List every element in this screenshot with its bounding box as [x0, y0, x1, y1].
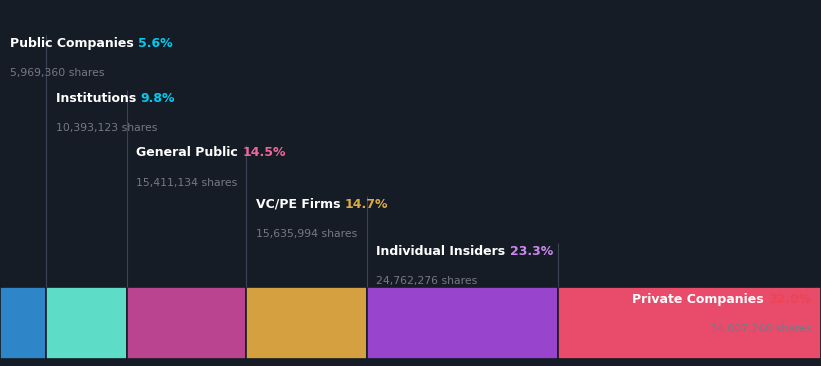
- Text: 32.0%: 32.0%: [768, 293, 811, 306]
- Text: 23.3%: 23.3%: [510, 245, 553, 258]
- Bar: [245, 287, 366, 359]
- Bar: [126, 287, 245, 359]
- Bar: [366, 287, 558, 359]
- Text: 34,007,260 shares: 34,007,260 shares: [709, 324, 811, 334]
- Text: 15,411,134 shares: 15,411,134 shares: [136, 178, 237, 187]
- Text: 14.7%: 14.7%: [345, 198, 388, 211]
- Text: 15,635,994 shares: 15,635,994 shares: [255, 229, 357, 239]
- Text: General Public: General Public: [136, 146, 242, 160]
- Text: 5.6%: 5.6%: [138, 37, 172, 50]
- Text: 14.5%: 14.5%: [242, 146, 286, 160]
- Bar: [46, 287, 126, 359]
- Bar: [558, 287, 821, 359]
- Bar: [0, 287, 46, 359]
- Text: 9.8%: 9.8%: [140, 92, 175, 105]
- Text: Private Companies: Private Companies: [632, 293, 768, 306]
- Text: 10,393,123 shares: 10,393,123 shares: [56, 123, 158, 132]
- Text: VC/PE Firms: VC/PE Firms: [255, 198, 345, 211]
- Text: Public Companies: Public Companies: [10, 37, 138, 50]
- Text: 24,762,276 shares: 24,762,276 shares: [376, 276, 478, 286]
- Text: 5,969,360 shares: 5,969,360 shares: [10, 68, 104, 78]
- Text: Institutions: Institutions: [56, 92, 140, 105]
- Text: Individual Insiders: Individual Insiders: [376, 245, 510, 258]
